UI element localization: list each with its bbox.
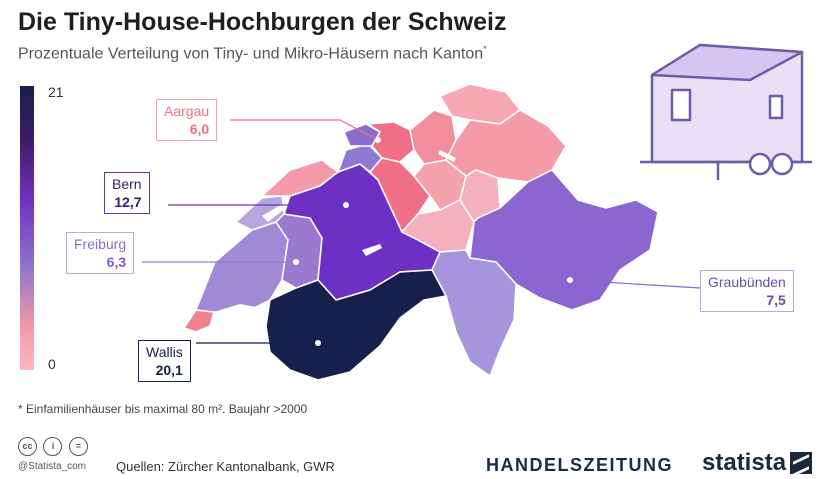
callout-wallis-name: Wallis <box>146 344 183 360</box>
chart-title: Die Tiny-House-Hochburgen der Schweiz <box>18 8 507 36</box>
attribution-icon: i <box>43 437 63 456</box>
callout-bern-name: Bern <box>112 176 142 192</box>
footnote: * Einfamilienhäuser bis maximal 80 m². B… <box>18 402 308 416</box>
canton-luzern <box>369 157 431 233</box>
marker-wallis <box>315 340 321 346</box>
cc-icon: cc <box>18 437 37 456</box>
license-icons: cc i = <box>18 436 90 456</box>
statista-logo: statista <box>702 449 787 476</box>
no-derivatives-icon: = <box>68 437 88 456</box>
lakes <box>214 92 568 320</box>
leader-aargau <box>230 119 379 141</box>
callout-graubuenden-name: Graubünden <box>708 274 786 290</box>
leader-graubuenden <box>569 279 701 289</box>
tiny-house-illustration <box>640 43 812 180</box>
callout-aargau-value: 6,0 <box>189 121 210 137</box>
legend-max-label: 21 <box>48 84 64 100</box>
callout-freiburg-value: 6,3 <box>106 254 127 270</box>
marker-aargau <box>375 137 381 143</box>
lake-constance <box>520 92 568 110</box>
callout-wallis: Wallis 20,1 <box>138 340 191 382</box>
statista-handle: @Statista_com <box>18 461 86 472</box>
lake-neuchatel <box>262 204 286 222</box>
marker-freiburg <box>293 259 299 265</box>
callout-aargau-name: Aargau <box>164 103 210 119</box>
callout-graubuenden-value: 7,5 <box>766 292 786 308</box>
callout-bern: Bern 12,7 <box>104 172 150 214</box>
lake-geneva <box>214 304 262 320</box>
callout-bern-value: 12,7 <box>114 194 142 210</box>
source-note: Quellen: Zürcher Kantonalbank, GWR <box>116 459 335 474</box>
legend-min-label: 0 <box>48 356 56 372</box>
canton-genf <box>183 309 215 333</box>
canton-wallis <box>265 269 447 381</box>
lake-zurich <box>438 150 456 162</box>
callout-freiburg-name: Freiburg <box>74 236 127 252</box>
marker-bern <box>343 202 349 208</box>
publisher-logo: HANDELSZEITUNG <box>486 455 673 475</box>
chart-subtitle: Prozentuale Verteilung von Tiny- und Mik… <box>18 44 487 63</box>
marker-graubuenden <box>567 277 573 283</box>
color-scale-bar <box>20 86 34 370</box>
lake-thun <box>362 244 382 256</box>
callout-aargau: Aargau 6,0 <box>156 99 218 141</box>
callout-wallis-value: 20,1 <box>155 362 183 378</box>
callout-graubuenden: Graubünden 7,5 <box>700 270 794 312</box>
statista-logo-icon <box>790 452 812 474</box>
callout-freiburg: Freiburg 6,3 <box>66 232 135 274</box>
